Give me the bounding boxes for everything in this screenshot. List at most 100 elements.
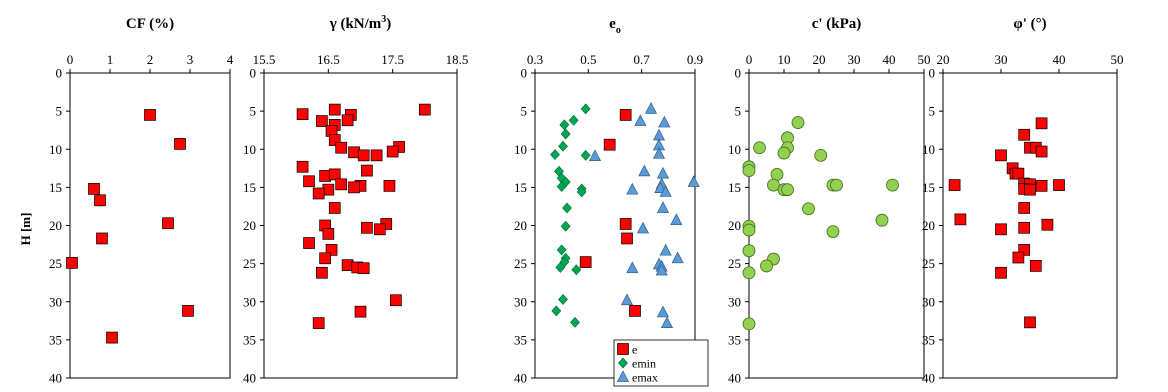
x-tick-label: 20 [813, 52, 826, 67]
y-tick-label: 35 [728, 332, 741, 347]
y-tick-label: 25 [728, 256, 741, 271]
data-point [390, 294, 402, 307]
x-tick-label: 0.5 [580, 52, 596, 67]
data-point [568, 114, 579, 126]
data-point [341, 114, 354, 127]
x-tick-label: 40 [1053, 52, 1066, 67]
legend-label-emin: emin [632, 357, 656, 371]
x-tick-label: 15.5 [253, 52, 276, 67]
y-tick-label: 25 [243, 256, 256, 271]
data-point [580, 103, 591, 115]
data-point [328, 168, 341, 181]
plot-frame [263, 72, 458, 379]
data-point [781, 183, 794, 197]
data-point [1029, 260, 1042, 272]
data-point [636, 221, 650, 234]
panel-4: c' (kPa) 0 10 20 30 40 50 0 5 10 15 20 25 30 35 40 [728, 16, 931, 386]
x-tick-label: 10 [778, 52, 791, 67]
data-point [296, 160, 309, 173]
data-point [550, 149, 560, 161]
legend-marker-emax [616, 370, 630, 382]
data-point [560, 128, 571, 140]
series-square [296, 103, 431, 329]
title-end: ) [386, 16, 391, 32]
data-point [571, 264, 582, 276]
data-point [1012, 167, 1025, 180]
data-point [619, 218, 632, 230]
data-point [357, 262, 370, 275]
panel-title: CF (%) [126, 16, 174, 32]
series-square [948, 117, 1065, 329]
series-emax [588, 102, 700, 328]
data-point [658, 115, 671, 128]
data-point [580, 149, 591, 161]
title-superscript: 3 [381, 14, 386, 25]
data-point [144, 109, 156, 121]
data-point [619, 109, 632, 121]
data-point [551, 305, 562, 317]
y-tick-label: 5 [56, 104, 63, 119]
x-tick-label: 16.5 [317, 52, 340, 67]
data-point [570, 316, 580, 328]
data-point [742, 223, 756, 237]
data-point [328, 134, 341, 146]
data-point [742, 164, 756, 178]
y-tick-label: 35 [922, 332, 935, 347]
panel-title: γ (kN/m3) [329, 14, 392, 32]
y-tick-label: 10 [49, 142, 62, 157]
y-tick-label: 5 [250, 104, 257, 119]
legend-marker-emin [618, 357, 628, 369]
y-tick-label: 30 [728, 294, 741, 309]
series-e [579, 109, 641, 317]
y-tick-label: 20 [49, 218, 62, 233]
y-tick-label: 0 [521, 66, 528, 81]
y-axis-label: H [m] [18, 213, 33, 246]
x-tick-label: 0.3 [527, 52, 543, 67]
data-point [875, 213, 889, 227]
data-point [634, 114, 647, 126]
y-tick-label: 15 [922, 180, 935, 195]
data-point [742, 244, 756, 258]
y-tick-label: 20 [728, 218, 741, 233]
data-point [753, 141, 766, 155]
data-point [66, 257, 78, 269]
data-point [1024, 183, 1036, 196]
y-tick-label: 35 [514, 332, 527, 347]
data-point [954, 213, 967, 226]
data-point [555, 261, 566, 273]
x-tick-label: 30 [848, 52, 861, 67]
data-point [162, 217, 174, 230]
panel-title: eo [609, 16, 621, 36]
data-point [559, 119, 570, 131]
data-point [319, 252, 331, 265]
x-tick-label: 0.7 [634, 52, 651, 67]
y-tick-label: 40 [243, 371, 256, 386]
title-main: e [609, 16, 616, 32]
series-emin [550, 103, 591, 328]
data-point [1018, 202, 1031, 214]
data-point [654, 181, 667, 193]
data-point [348, 181, 360, 194]
y-tick-label: 40 [514, 371, 527, 386]
data-point [383, 180, 396, 192]
legend-box [613, 339, 709, 387]
data-point [656, 166, 670, 179]
data-point [370, 149, 383, 162]
data-point [562, 202, 572, 214]
data-point [88, 183, 100, 195]
y-tick-label: 30 [243, 294, 256, 309]
data-point [335, 141, 348, 154]
data-point [603, 138, 616, 151]
data-point [579, 256, 592, 268]
data-point [588, 149, 602, 161]
data-point [655, 263, 668, 276]
y-tick-label: 25 [922, 256, 935, 271]
data-point [1024, 316, 1036, 329]
data-point [626, 182, 639, 195]
plot-frame [534, 72, 696, 379]
data-point [948, 179, 961, 191]
data-point [312, 187, 325, 200]
data-point [322, 228, 335, 240]
